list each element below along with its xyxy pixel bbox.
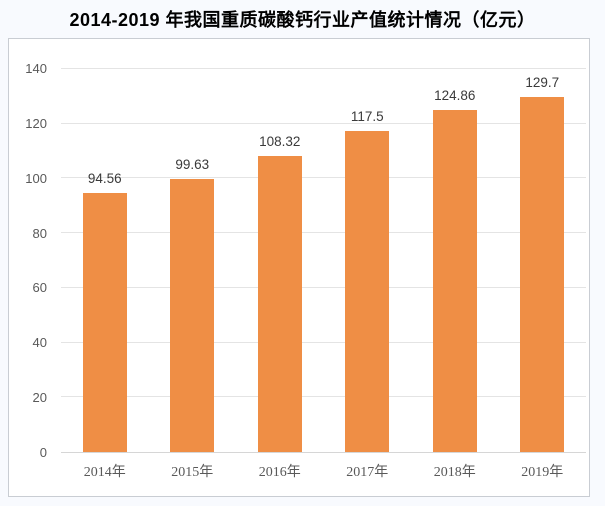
bar-column: 108.32 <box>236 69 324 452</box>
chart-title: 2014-2019 年我国重质碳酸钙行业产值统计情况（亿元） <box>69 10 536 30</box>
bar <box>170 179 215 452</box>
y-tick-label: 40 <box>32 335 47 351</box>
y-tick-label: 100 <box>25 170 47 186</box>
bar-column: 94.56 <box>61 69 149 452</box>
y-tick-label: 20 <box>32 390 47 406</box>
bars-row: 94.56 99.63 108.32 117.5 124.86 129.7 <box>61 69 586 452</box>
y-tick-label: 80 <box>32 225 47 241</box>
x-axis: 2014年 2015年 2016年 2017年 2018年 2019年 <box>61 461 586 481</box>
bar-column: 117.5 <box>324 69 412 452</box>
gridline <box>61 396 586 398</box>
chart-container: 0 20 40 60 80 100 120 140 94.56 99.63 108.32 117.5… <box>8 38 590 497</box>
x-tick-label: 2018年 <box>433 465 476 480</box>
bar-value-label: 117.5 <box>350 108 384 124</box>
y-tick-label: 120 <box>25 115 47 131</box>
gridline <box>61 286 586 288</box>
bar-value-label: 99.63 <box>175 157 210 173</box>
y-tick-label: 140 <box>25 61 47 76</box>
x-tick-label: 2017年 <box>346 465 389 480</box>
bar <box>257 155 302 452</box>
bar <box>520 97 565 452</box>
bar <box>345 130 390 452</box>
plot-area: 94.56 99.63 108.32 117.5 124.86 129.7 <box>61 68 586 453</box>
bar <box>82 193 127 452</box>
gridline <box>61 68 586 69</box>
bar <box>432 110 477 452</box>
gridline <box>61 122 586 124</box>
bar-value-label: 108.32 <box>259 133 301 149</box>
y-tick-label: 60 <box>32 280 47 296</box>
gridline <box>61 341 586 343</box>
bar-value-label: 94.56 <box>87 171 122 187</box>
bar-column: 129.7 <box>499 69 587 452</box>
x-tick-label: 2015年 <box>171 465 214 480</box>
x-tick-label: 2014年 <box>83 465 126 480</box>
bar-value-label: 129.7 <box>525 75 560 91</box>
y-tick-label: 0 <box>39 445 47 460</box>
gridline <box>61 177 586 179</box>
x-tick-label: 2019年 <box>521 465 564 480</box>
bar-column: 99.63 <box>149 69 237 452</box>
bar-value-label: 124.86 <box>434 88 476 104</box>
x-tick-label: 2016年 <box>258 465 301 480</box>
y-axis: 0 20 40 60 80 100 120 140 <box>9 62 53 460</box>
gridline <box>61 232 586 234</box>
bar-column: 124.86 <box>411 69 499 452</box>
